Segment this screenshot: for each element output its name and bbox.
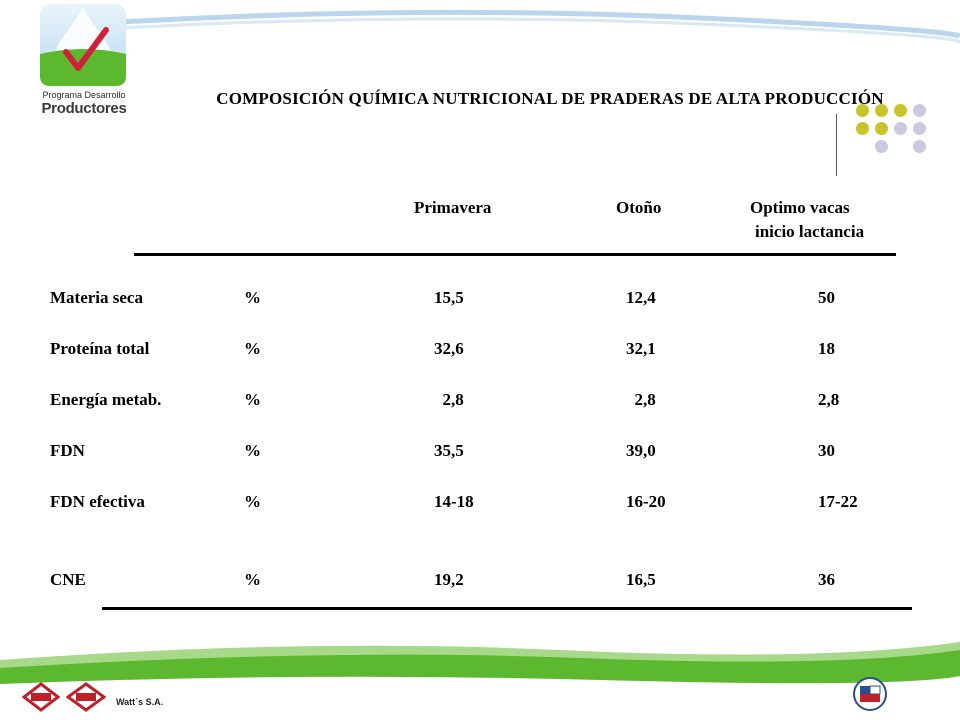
row-label: FDN [50, 441, 85, 460]
cell-otono: 16,5 [626, 570, 656, 589]
row-unit: % [244, 288, 261, 307]
column-header-optimo-line2: inicio lactancia [755, 222, 865, 241]
cell-primavera: 35,5 [434, 441, 464, 460]
cell-primavera: 19,2 [434, 570, 464, 589]
column-header-primavera: Primavera [414, 198, 492, 217]
decorative-dots [852, 104, 932, 160]
cell-primavera: 15,5 [434, 288, 464, 307]
cell-optimo: 17-22 [818, 492, 858, 511]
unico-leche-logo [22, 682, 60, 712]
column-header-otono: Otoño [616, 198, 662, 217]
cell-otono: 12,4 [626, 288, 656, 307]
row-unit: % [244, 492, 261, 511]
footer-rule [102, 607, 912, 610]
cell-otono: 2,8 [626, 390, 656, 409]
logo-text-line2: Productores [41, 100, 127, 117]
row-unit: % [244, 390, 261, 409]
cell-optimo: 50 [818, 288, 835, 307]
row-unit: % [244, 441, 261, 460]
calo-logo [66, 682, 106, 712]
row-label: Energía metab. [50, 390, 162, 409]
row-label: Materia seca [50, 288, 143, 307]
cell-optimo: 18 [818, 339, 835, 358]
logo-text-line1: Programa Desarrollo [42, 90, 126, 100]
row-label: CNE [50, 570, 86, 589]
header-rule [134, 253, 896, 256]
watts-label: Watt´s S.A. [116, 697, 164, 707]
cell-otono: 39,0 [626, 441, 656, 460]
cell-optimo: 30 [818, 441, 835, 460]
cell-primavera: 32,6 [434, 339, 464, 358]
row-unit: % [244, 339, 261, 358]
corfo-logo [853, 677, 887, 711]
vertical-divider [836, 114, 837, 176]
programa-desarrollo-productores-logo: Programa Desarrollo Productores [38, 4, 130, 117]
row-label: Proteína total [50, 339, 150, 358]
bottom-green-wave [0, 642, 960, 720]
cell-otono: 16-20 [626, 492, 666, 511]
top-swoosh-decoration [119, 9, 960, 44]
cell-otono: 32,1 [626, 339, 656, 358]
cell-optimo: 36 [818, 570, 835, 589]
row-label: FDN efectiva [50, 492, 145, 511]
cell-optimo: 2,8 [818, 390, 840, 409]
row-unit: % [244, 570, 261, 589]
cell-primavera: 2,8 [434, 390, 464, 409]
column-header-optimo-line1: Optimo vacas [750, 198, 850, 217]
page-title: COMPOSICIÓN QUÍMICA NUTRICIONAL DE PRADE… [216, 89, 884, 108]
cell-primavera: 14-18 [434, 492, 474, 511]
